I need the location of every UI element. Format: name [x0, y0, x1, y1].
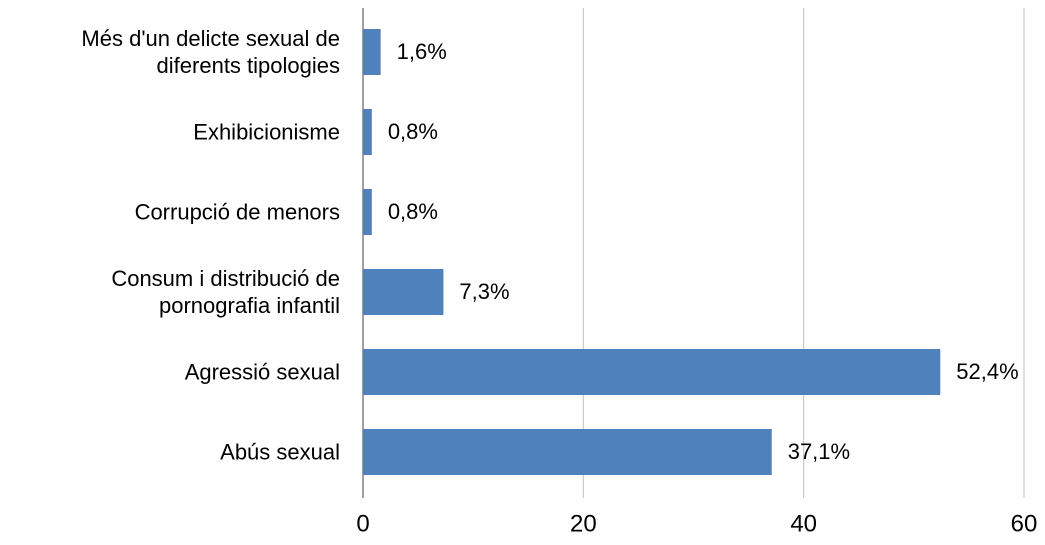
data-label: 7,3%: [459, 279, 509, 304]
data-label: 0,8%: [388, 119, 438, 144]
bar: [363, 269, 444, 315]
x-tick-label: 40: [790, 510, 817, 537]
y-tick-label: Exhibicionisme: [193, 119, 340, 145]
bar: [363, 349, 941, 395]
x-tick-label: 0: [356, 510, 369, 537]
y-tick-label: Abús sexual: [220, 439, 340, 465]
y-tick-label: Més d'un delicte sexual de diferents tip…: [81, 26, 340, 78]
data-label: 37,1%: [788, 439, 850, 464]
data-label: 1,6%: [397, 39, 447, 64]
bar: [363, 109, 372, 155]
data-label: 0,8%: [388, 199, 438, 224]
x-tick-label: 60: [1011, 510, 1038, 537]
y-tick-label: Corrupció de menors: [134, 199, 340, 225]
y-tick-label: Agressió sexual: [184, 359, 340, 385]
bar: [363, 429, 772, 475]
bar: [363, 189, 372, 235]
data-label: 52,4%: [956, 359, 1018, 384]
x-tick-label: 20: [570, 510, 597, 537]
bar: [363, 29, 381, 75]
y-tick-label: Consum i distribució de pornografia infa…: [111, 266, 340, 318]
